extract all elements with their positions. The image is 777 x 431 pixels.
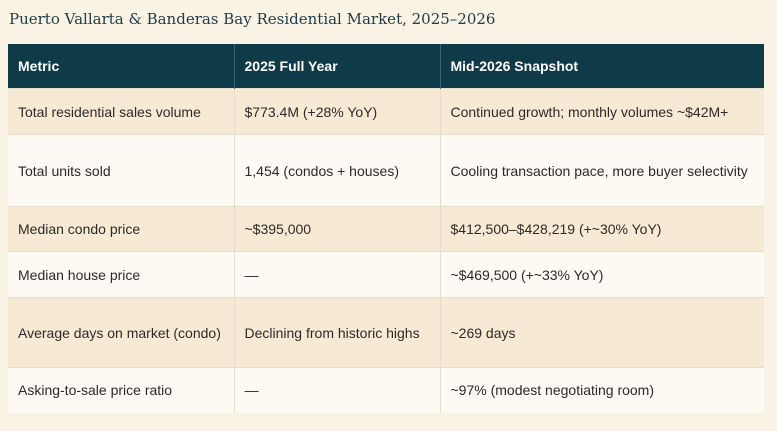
full-year-cell: 1,454 (condos + houses): [234, 134, 441, 207]
page-title: Puerto Vallarta & Banderas Bay Residenti…: [9, 10, 496, 28]
table-row: Total units sold 1,454 (condos + houses)…: [8, 134, 764, 207]
header-2025-full-year: 2025 Full Year: [234, 44, 441, 89]
table-row: Median condo price ~$395,000 $412,500–$4…: [8, 206, 764, 252]
table-row: Asking-to-sale price ratio — ~97% (modes…: [8, 367, 764, 413]
metric-cell: Asking-to-sale price ratio: [8, 367, 235, 413]
header-metric: Metric: [8, 44, 235, 89]
table-header-row: Metric 2025 Full Year Mid-2026 Snapshot: [8, 44, 764, 89]
snapshot-cell: ~269 days: [440, 297, 764, 368]
full-year-cell: Declining from historic highs: [234, 297, 441, 368]
full-year-cell: $773.4M (+28% YoY): [234, 88, 441, 135]
full-year-cell: ~$395,000: [234, 206, 441, 252]
snapshot-cell: $412,500–$428,219 (+~30% YoY): [440, 206, 764, 252]
snapshot-cell: ~97% (modest negotiating room): [440, 367, 764, 413]
market-table: Metric 2025 Full Year Mid-2026 Snapshot …: [8, 44, 764, 413]
table-row: Average days on market (condo) Declining…: [8, 297, 764, 368]
full-year-cell: —: [234, 367, 441, 413]
metric-cell: Total units sold: [8, 134, 235, 207]
metric-cell: Average days on market (condo): [8, 297, 235, 368]
snapshot-cell: ~$469,500 (+~33% YoY): [440, 251, 764, 298]
snapshot-cell: Cooling transaction pace, more buyer sel…: [440, 134, 764, 207]
table-row: Median house price — ~$469,500 (+~33% Yo…: [8, 251, 764, 298]
header-mid-2026-snapshot: Mid-2026 Snapshot: [440, 44, 764, 89]
metric-cell: Median house price: [8, 251, 235, 298]
full-year-cell: —: [234, 251, 441, 298]
metric-cell: Total residential sales volume: [8, 88, 235, 135]
metric-cell: Median condo price: [8, 206, 235, 252]
table-row: Total residential sales volume $773.4M (…: [8, 88, 764, 135]
snapshot-cell: Continued growth; monthly volumes ~$42M+: [440, 88, 764, 135]
